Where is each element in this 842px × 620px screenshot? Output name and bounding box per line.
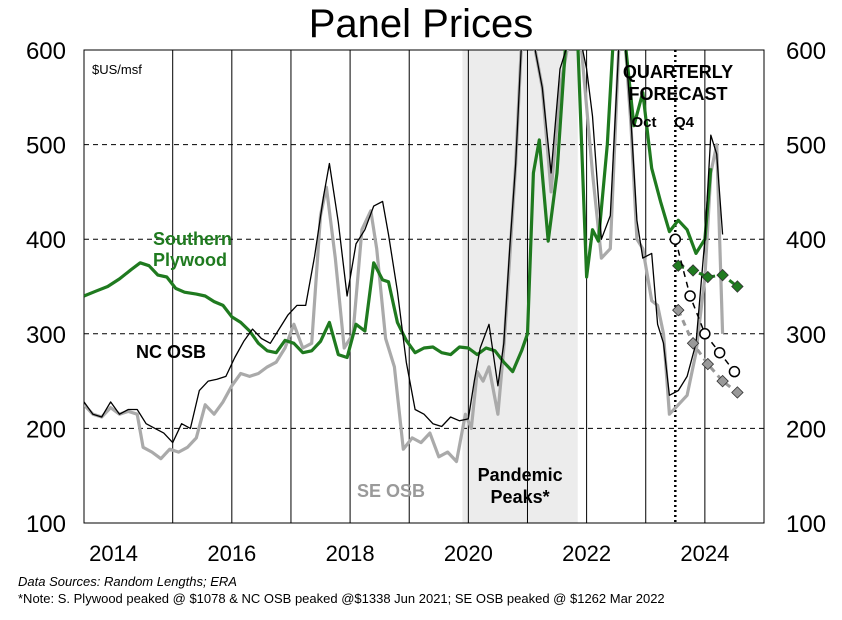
series-line-nc-osb (84, 50, 724, 444)
forecast-header-line-1: FORECAST (629, 84, 728, 104)
nc-osb-forecast-point-2 (699, 328, 711, 340)
y-tick-left-400: 400 (26, 227, 66, 254)
nc-osb-forecast-point-0 (669, 233, 682, 245)
nc-osb-label: NC OSB (136, 342, 206, 362)
y-tick-right-300: 300 (786, 322, 826, 349)
y-tick-right-100: 100 (786, 511, 826, 538)
x-tick-2014: 2014 (89, 541, 138, 566)
southern-plywood-label-line-0: Southern (153, 229, 232, 249)
forecast-sublabel-q4: Q4 (674, 114, 695, 131)
southern-plywood-label-line-1: Plywood (153, 250, 227, 270)
se-osb-label: SE OSB (357, 481, 425, 501)
y-tick-left-600: 600 (26, 38, 66, 65)
se-osb-forecast-point-3 (716, 374, 729, 388)
x-tick-2016: 2016 (207, 541, 256, 566)
peak-footnote: *Note: S. Plywood peaked @ $1078 & NC OS… (18, 591, 665, 606)
southern-plywood-forecast-point-4 (731, 280, 744, 293)
y-tick-right-600: 600 (786, 38, 826, 65)
forecast-sublabel-oct: Oct (631, 114, 656, 131)
se-osb-forecast-point-1 (686, 337, 700, 350)
y-tick-right-500: 500 (786, 133, 826, 160)
y-tick-left-500: 500 (26, 133, 66, 160)
southern-plywood-forecast-point-2 (701, 270, 715, 284)
y-tick-right-200: 200 (786, 416, 826, 443)
nc-osb-forecast-point-1 (684, 290, 696, 302)
se-osb-forecast-point-4 (731, 386, 744, 399)
data-sources-note: Data Sources: Random Lengths; ERA (18, 574, 237, 589)
southern-plywood-forecast-point-3 (716, 268, 729, 282)
southern-plywood-forecast-point-1 (686, 264, 700, 277)
chart-title: Panel Prices (308, 2, 534, 46)
series-line-southern-plywood (84, 50, 713, 374)
se-osb-forecast-point-2 (701, 357, 715, 371)
nc-osb-forecast-point-3 (713, 346, 726, 359)
x-tick-2018: 2018 (326, 541, 375, 566)
unit-label: $US/msf (92, 62, 142, 77)
x-tick-2022: 2022 (562, 541, 611, 566)
se-osb-forecast-point-0 (672, 303, 685, 317)
y-tick-left-300: 300 (26, 322, 66, 349)
y-tick-right-400: 400 (786, 227, 826, 254)
forecast-header-line-0: QUARTERLY (623, 62, 733, 82)
se-osb-forecast-line (676, 309, 739, 394)
plot-frame (83, 49, 765, 524)
y-tick-left-100: 100 (26, 511, 66, 538)
x-tick-2024: 2024 (680, 541, 729, 566)
nc-osb-forecast-point-4 (728, 365, 741, 378)
pandemic-label-line-0: Pandemic (478, 465, 563, 485)
y-tick-left-200: 200 (26, 416, 66, 443)
pandemic-label-line-1: Peaks* (491, 487, 550, 507)
x-tick-2020: 2020 (444, 541, 493, 566)
